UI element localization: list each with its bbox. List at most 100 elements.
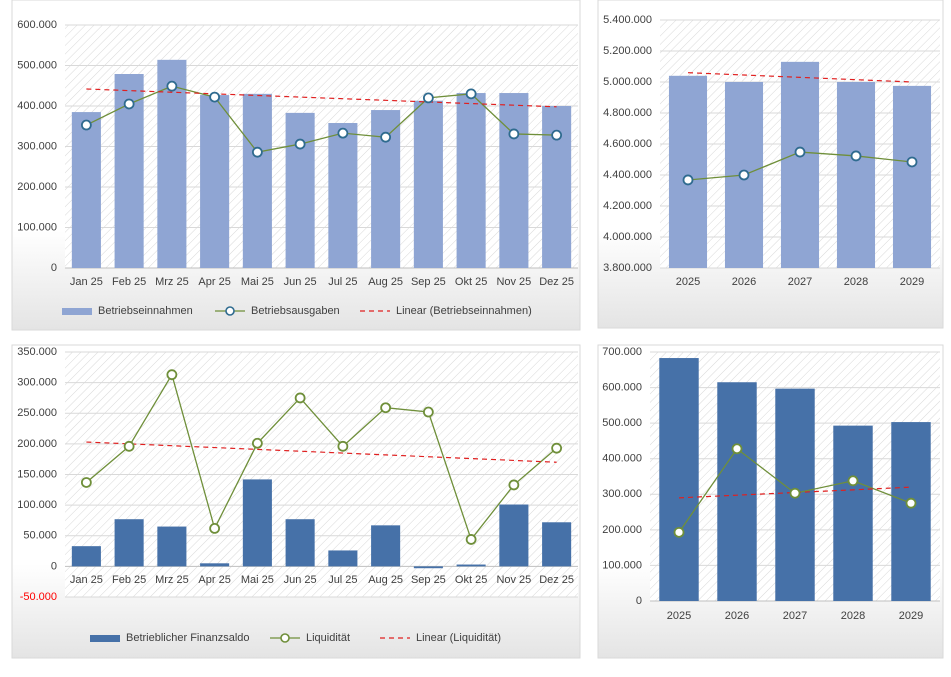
x-tick-label: Jul 25 <box>328 574 357 586</box>
x-tick-label: Jan 25 <box>70 276 103 288</box>
bar <box>456 93 486 268</box>
y-tick-label: -50.000 <box>20 591 57 603</box>
marker <box>251 437 263 449</box>
bar <box>242 479 272 567</box>
marker <box>682 174 694 186</box>
bar <box>71 112 101 268</box>
legend-marker <box>225 306 235 316</box>
x-tick-label: Jul 25 <box>328 276 357 288</box>
marker <box>166 369 178 381</box>
marker <box>794 146 806 158</box>
y-tick-label: 5.000.000 <box>603 76 652 88</box>
bar <box>499 504 529 567</box>
bar <box>456 564 486 567</box>
marker <box>465 534 477 545</box>
marker <box>905 497 917 509</box>
x-tick-label: Okt 25 <box>455 574 487 586</box>
marker <box>789 487 801 499</box>
x-tick-label: Feb 25 <box>112 276 146 288</box>
marker <box>380 131 392 143</box>
y-tick-label: 400.000 <box>17 100 57 112</box>
bar <box>328 550 358 567</box>
chart-panel: -50.000 0 50.000 100.000 150.000 200.000 250.0… <box>11 344 581 659</box>
marker <box>508 128 520 140</box>
y-tick-label: 5.400.000 <box>603 14 652 26</box>
marker <box>294 392 306 404</box>
x-tick-label: Apr 25 <box>198 276 230 288</box>
marker <box>508 479 520 491</box>
x-tick-label: 2025 <box>676 276 700 288</box>
chart-panel: 0 100.000 200.000 300.000 400.000 500.000 600.… <box>597 344 944 659</box>
bar <box>285 519 315 567</box>
bar <box>836 82 876 268</box>
marker <box>738 169 750 181</box>
y-tick-label: 200.000 <box>602 524 642 536</box>
bar <box>659 358 699 601</box>
x-tick-label: 2029 <box>900 276 924 288</box>
x-tick-label: 2026 <box>725 610 749 622</box>
marker <box>731 443 743 455</box>
line <box>86 85 557 153</box>
bar <box>833 425 873 601</box>
y-tick-label: 50.000 <box>23 530 57 542</box>
bar <box>157 59 187 268</box>
bar <box>285 112 315 268</box>
y-tick-label: 3.800.000 <box>603 262 652 274</box>
y-tick-label: 4.800.000 <box>603 107 652 119</box>
x-tick-label: Mrz 25 <box>155 574 189 586</box>
bar <box>413 566 443 569</box>
x-tick-label: Mai 25 <box>241 276 274 288</box>
marker <box>123 440 135 452</box>
legend-swatch <box>90 635 120 642</box>
y-tick-label: 0 <box>51 262 57 274</box>
x-tick-label: Nov 25 <box>496 276 531 288</box>
marker <box>422 406 434 418</box>
y-tick-label: 600.000 <box>602 381 642 393</box>
legend-label: Betriebseinnahmen <box>98 305 193 317</box>
x-tick-label: 2028 <box>844 276 868 288</box>
x-tick-label: 2027 <box>783 610 807 622</box>
y-tick-label: 200.000 <box>17 181 57 193</box>
bar <box>668 75 708 268</box>
bar <box>71 546 101 567</box>
legend-label: Linear (Betriebseinnahmen) <box>396 305 532 317</box>
marker <box>551 129 563 141</box>
y-tick-label: 700.000 <box>602 346 642 358</box>
marker <box>847 475 859 487</box>
bar <box>371 525 401 567</box>
legend-marker <box>280 633 290 643</box>
y-tick-label: 0 <box>51 560 57 572</box>
y-tick-label: 4.600.000 <box>603 138 652 150</box>
trend-line <box>687 72 913 83</box>
y-tick-label: 150.000 <box>17 468 57 480</box>
x-tick-label: 2028 <box>841 610 865 622</box>
trend-line <box>86 88 557 108</box>
marker <box>251 146 263 158</box>
chart-panel: 3.800.000 4.000.000 4.200.000 4.400.000 4.60… <box>597 0 944 329</box>
marker <box>166 80 178 92</box>
bar <box>200 563 230 567</box>
legend-label: Linear (Liquidität) <box>416 632 501 644</box>
y-tick-label: 100.000 <box>17 499 57 511</box>
trend-line <box>86 441 557 463</box>
x-tick-label: Aug 25 <box>368 276 403 288</box>
y-tick-label: 4.400.000 <box>603 169 652 181</box>
y-tick-label: 600.000 <box>17 19 57 31</box>
marker <box>673 526 685 538</box>
y-tick-label: 300.000 <box>17 377 57 389</box>
x-tick-label: Aug 25 <box>368 574 403 586</box>
bar <box>892 85 932 268</box>
marker <box>337 440 349 452</box>
bar <box>328 123 358 268</box>
marker <box>209 91 221 103</box>
x-tick-label: Dez 25 <box>539 574 574 586</box>
x-tick-label: Mai 25 <box>241 574 274 586</box>
bar <box>157 526 187 567</box>
bar <box>242 93 272 268</box>
line <box>85 373 558 541</box>
bar <box>200 95 230 268</box>
x-tick-label: Dez 25 <box>539 276 574 288</box>
x-tick-label: 2025 <box>667 610 691 622</box>
x-tick-label: Nov 25 <box>496 574 531 586</box>
